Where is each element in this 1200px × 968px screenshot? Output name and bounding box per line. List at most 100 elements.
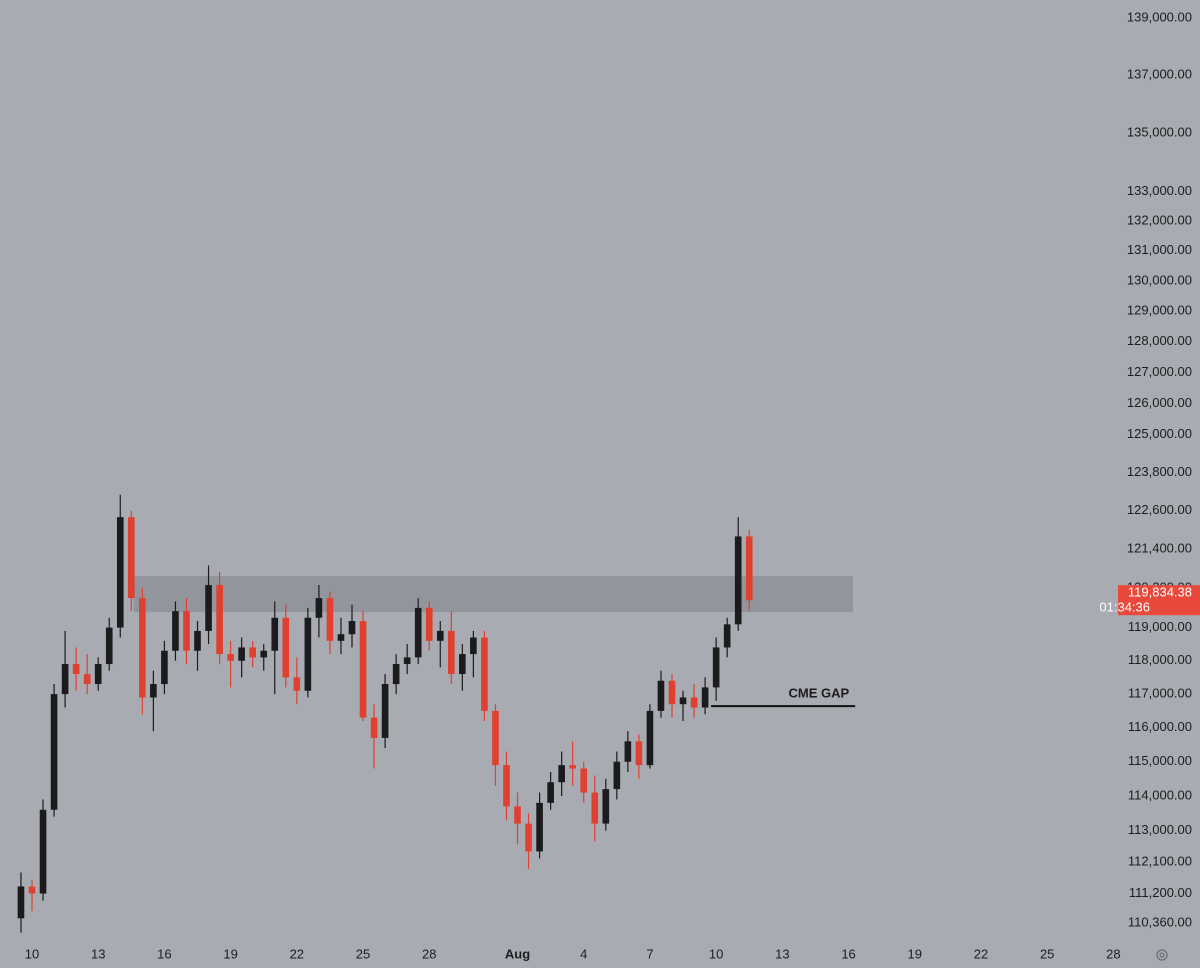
candle-body [282, 617, 290, 678]
candle-body [745, 536, 753, 601]
candle-body [326, 598, 334, 641]
candle-body [381, 684, 389, 738]
candle-body [337, 634, 345, 641]
settings-icon[interactable] [1156, 949, 1168, 961]
candle-body [470, 637, 477, 655]
y-tick-label: 132,000.00 [1127, 212, 1192, 227]
candle-body [646, 710, 654, 766]
candle-body [414, 607, 422, 658]
candle-body [260, 650, 268, 658]
x-tick-label: 25 [356, 946, 370, 961]
candle-body [436, 630, 444, 641]
x-tick-label: 22 [290, 946, 304, 961]
y-tick-label: 135,000.00 [1127, 124, 1192, 139]
candle-body [723, 624, 731, 648]
candle-body [525, 823, 532, 852]
candle-body [459, 654, 466, 675]
y-tick-label: 123,800.00 [1127, 464, 1192, 479]
candle-body [39, 809, 47, 894]
candle-body [28, 886, 36, 894]
candle-body [514, 806, 521, 824]
y-tick-label: 114,000.00 [1128, 787, 1192, 802]
gap-label: CME GAP [789, 686, 850, 701]
x-tick-label: 19 [908, 946, 922, 961]
candle-body [701, 687, 709, 708]
y-tick-label: 131,000.00 [1127, 242, 1192, 257]
candle-body [194, 630, 201, 651]
resistance-zone [133, 576, 853, 613]
candle-body [481, 637, 488, 711]
y-tick-label: 133,000.00 [1127, 183, 1192, 198]
candle-body [183, 611, 190, 651]
x-tick-label: Aug [505, 946, 530, 961]
candle-body [668, 680, 676, 705]
y-tick-label: 126,000.00 [1127, 395, 1192, 410]
candle-body [503, 765, 510, 807]
candle-body [238, 647, 245, 661]
candle-body [580, 768, 588, 793]
x-tick-label: 28 [1106, 946, 1120, 961]
y-tick-label: 127,000.00 [1127, 364, 1192, 379]
candle-body [315, 598, 323, 618]
y-tick-label: 112,100.00 [1128, 853, 1192, 868]
y-tick-label: 116,000.00 [1128, 719, 1192, 734]
y-tick-label: 110,360.00 [1128, 915, 1192, 930]
candle-body [547, 782, 554, 803]
candle-body [591, 792, 599, 824]
candle-body [690, 697, 698, 708]
candle-body [304, 617, 312, 691]
y-tick-label: 128,000.00 [1127, 333, 1192, 348]
candle-body [569, 765, 576, 769]
price-tag-label: 119,834.38 [1128, 585, 1192, 600]
candle-body [657, 680, 665, 711]
candle-body [536, 802, 543, 852]
candle-body [635, 741, 643, 766]
x-tick-label: 10 [25, 946, 39, 961]
candle-body [293, 677, 301, 691]
candle-body [492, 710, 499, 766]
y-tick-label: 118,000.00 [1128, 652, 1192, 667]
candle-body [271, 617, 279, 651]
candle-body [61, 664, 69, 695]
candle-body [172, 611, 179, 651]
candle-body [161, 650, 168, 685]
x-tick-label: 22 [974, 946, 988, 961]
candle-body [216, 585, 223, 655]
candle-body [370, 717, 378, 738]
y-tick-label: 115,000.00 [1128, 753, 1192, 768]
x-tick-label: 25 [1040, 946, 1054, 961]
y-tick-label: 129,000.00 [1127, 303, 1192, 318]
candle-body [72, 664, 80, 675]
candle-body [425, 607, 433, 641]
candle-body [128, 517, 135, 599]
y-tick-label: 111,200.00 [1129, 885, 1192, 900]
candle-body [602, 789, 610, 824]
candle-body [348, 621, 356, 635]
candle-body [227, 654, 234, 661]
settings-icon-center [1159, 952, 1165, 958]
x-tick-label: 16 [841, 946, 855, 961]
x-tick-label: 7 [646, 946, 653, 961]
candle-body [679, 697, 687, 705]
candle-body [392, 664, 400, 685]
y-tick-label: 121,400.00 [1127, 541, 1192, 556]
candle-body [359, 621, 367, 718]
x-tick-label: 10 [709, 946, 723, 961]
x-tick-label: 16 [157, 946, 171, 961]
y-tick-label: 130,000.00 [1127, 272, 1192, 287]
candle-body [403, 657, 411, 665]
candle-body [94, 664, 102, 685]
candle-body [734, 536, 742, 625]
candle-body [249, 647, 256, 658]
y-tick-label: 119,000.00 [1128, 619, 1192, 634]
x-tick-label: 19 [223, 946, 237, 961]
candle-body [613, 761, 621, 790]
y-tick-label: 125,000.00 [1127, 426, 1192, 441]
candle-body [17, 886, 25, 919]
price-tag-countdown: 01:34:36 [1099, 600, 1150, 615]
candle-body [139, 598, 146, 698]
x-tick-label: 13 [91, 946, 105, 961]
price-tag [1118, 585, 1200, 616]
candle-body [205, 585, 212, 631]
